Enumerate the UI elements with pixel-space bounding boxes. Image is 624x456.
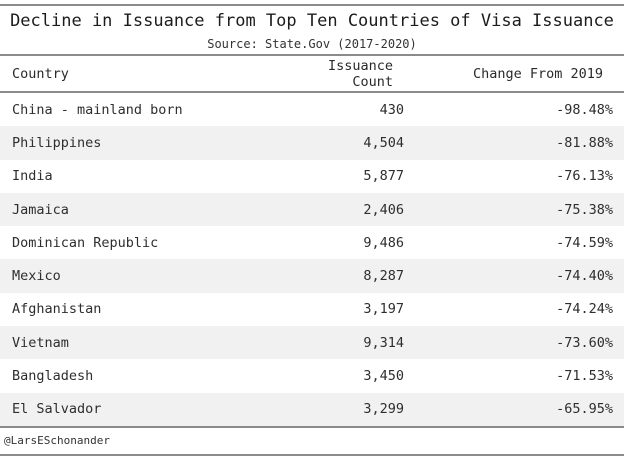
col-header-country: Country (0, 56, 292, 93)
issuance-count-cell: 3,197 (363, 301, 404, 318)
visa-issuance-table: Decline in Issuance from Top Ten Countri… (0, 4, 624, 456)
issuance-count-cell: 8,287 (363, 268, 404, 285)
table-row: China - mainland born 430 -98.48% (0, 92, 624, 126)
change-cell: -76.13% (556, 168, 613, 185)
issuance-count-cell: 3,299 (363, 401, 404, 418)
issuance-count-cell: 2,406 (363, 201, 404, 218)
change-cell: -73.60% (556, 334, 613, 351)
table-row: Philippines 4,504 -81.88% (0, 126, 624, 160)
table-row: Vietnam 9,314 -73.60% (0, 326, 624, 360)
country-cell: El Salvador (12, 401, 102, 418)
country-cell: Afghanistan (12, 301, 102, 318)
country-cell: Vietnam (12, 334, 69, 351)
change-cell: -98.48% (556, 101, 613, 118)
country-cell: India (12, 168, 53, 185)
change-cell: -65.95% (556, 401, 613, 418)
issuance-count-cell: 9,314 (363, 334, 404, 351)
table-row: Mexico 8,287 -74.40% (0, 259, 624, 293)
country-cell: Mexico (12, 268, 61, 285)
table-row: India 5,877 -76.13% (0, 160, 624, 193)
table-row: Afghanistan 3,197 -74.24% (0, 293, 624, 326)
issuance-count-cell: 4,504 (363, 134, 404, 151)
change-cell: -81.88% (556, 134, 613, 151)
data-table: Country Issuance Count Change From 2019 … (0, 56, 624, 426)
author-credit: @LarsESchonander (0, 425, 624, 456)
table-row: Bangladesh 3,450 -71.53% (0, 359, 624, 392)
country-cell: Bangladesh (12, 368, 94, 385)
change-cell: -75.38% (556, 201, 613, 218)
table-row: Jamaica 2,406 -75.38% (0, 192, 624, 227)
change-cell: -74.24% (556, 301, 613, 318)
table-row: Dominican Republic 9,486 -74.59% (0, 226, 624, 259)
table-body: China - mainland born 430 -98.48% Philippin… (0, 92, 624, 426)
country-cell: Philippines (12, 134, 102, 151)
country-cell: Jamaica (12, 201, 69, 218)
col-header-change-from-2019: Change From 2019 (410, 56, 624, 93)
issuance-count-cell: 9,486 (363, 234, 404, 251)
table-row: El Salvador 3,299 -65.95% (0, 392, 624, 426)
change-cell: -74.59% (556, 234, 613, 251)
col-header-issuance-count: Issuance Count (292, 56, 410, 93)
country-cell: Dominican Republic (12, 234, 159, 251)
header-row: Country Issuance Count Change From 2019 (0, 56, 624, 93)
table-title: Decline in Issuance from Top Ten Countri… (10, 11, 614, 31)
table-subtitle: Source: State.Gov (2017-2020) (0, 36, 624, 56)
issuance-count-cell: 430 (379, 101, 404, 118)
issuance-count-cell: 5,877 (363, 168, 404, 185)
change-cell: -74.40% (556, 268, 613, 285)
country-cell: China - mainland born (12, 101, 183, 118)
change-cell: -71.53% (556, 368, 613, 385)
issuance-count-cell: 3,450 (363, 368, 404, 385)
